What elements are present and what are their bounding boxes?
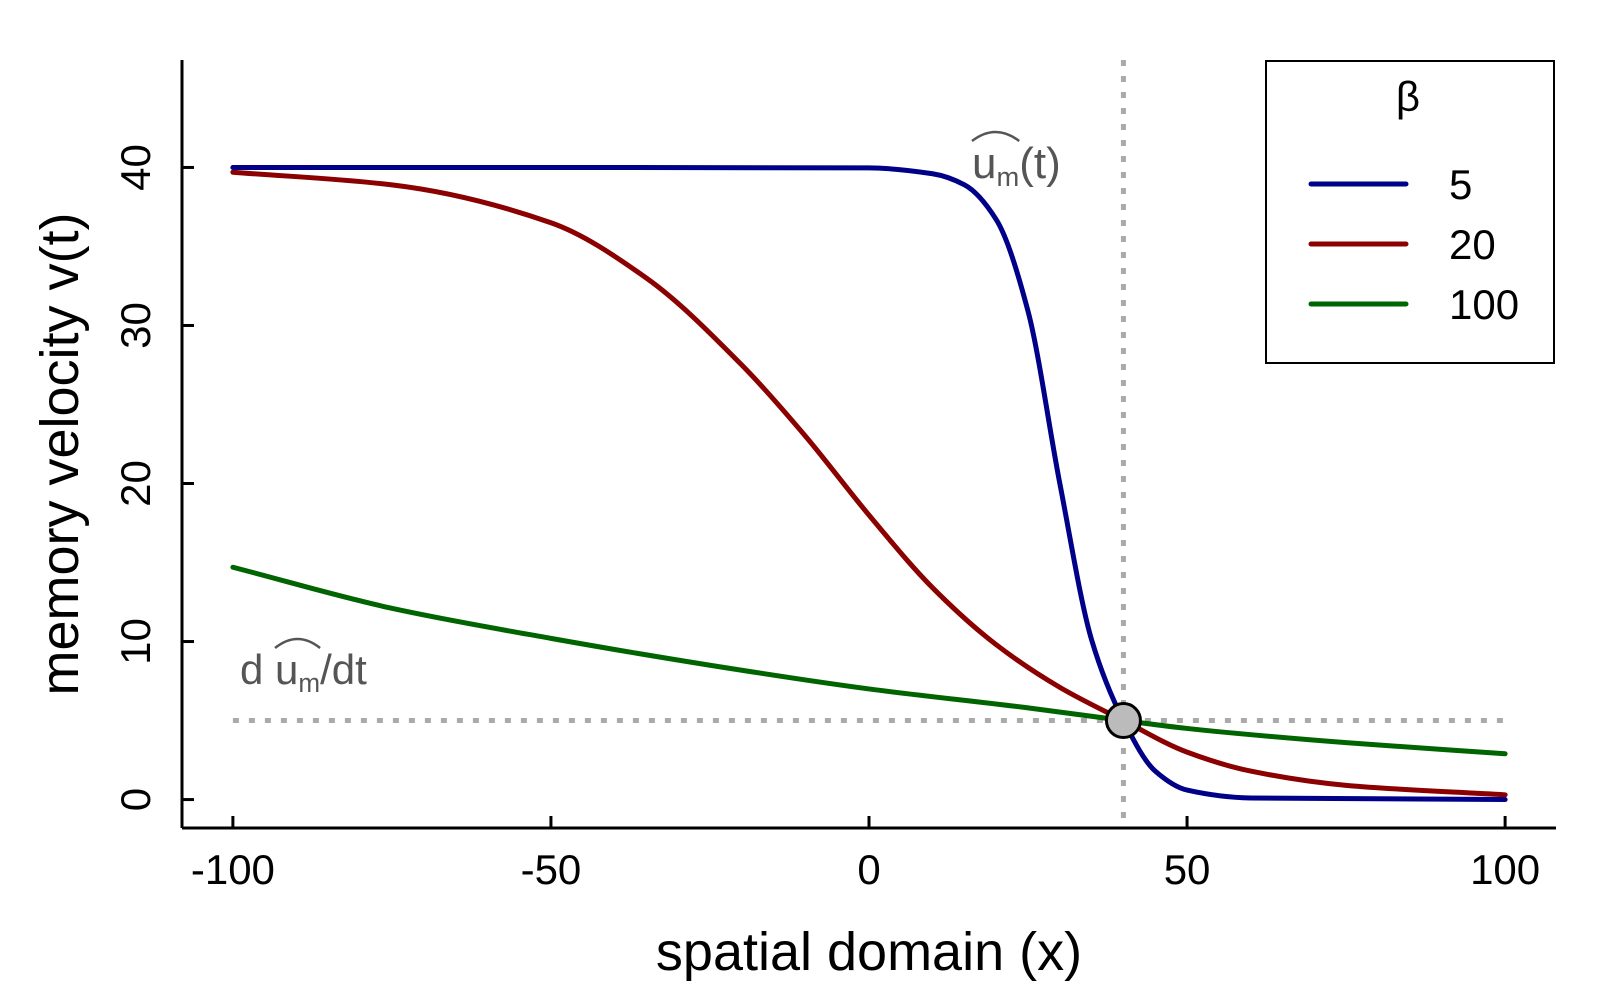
y-tick-label: 30 — [112, 302, 159, 349]
y-tick-label: 40 — [112, 144, 159, 191]
y-tick-labels: 0 10 20 30 40 — [112, 144, 159, 811]
legend-label-20: 20 — [1449, 221, 1496, 268]
x-tick-label: -100 — [191, 846, 275, 893]
legend-label-100: 100 — [1449, 281, 1519, 328]
x-tick-labels: -100 -50 0 50 100 — [191, 846, 1540, 893]
reference-lines — [232, 60, 1506, 828]
y-tick-label: 20 — [112, 460, 159, 507]
horizontal-line-annotation: d um/dt — [240, 646, 367, 698]
x-tick-label: 100 — [1470, 846, 1540, 893]
x-axis-title: spatial domain (x) — [656, 922, 1082, 982]
x-tick-label: -50 — [521, 846, 582, 893]
y-tick-label: 0 — [112, 788, 159, 811]
legend-label-5: 5 — [1449, 161, 1472, 208]
axes — [180, 60, 1556, 830]
intersection-marker — [1104, 702, 1142, 740]
legend-title: β — [1396, 73, 1420, 120]
y-tick-label: 10 — [112, 618, 159, 665]
legend-items: 5 20 100 — [1308, 161, 1519, 328]
intersection-marker-group — [1104, 702, 1142, 740]
series-line-20 — [230, 169, 1508, 798]
series-group — [230, 164, 1508, 803]
x-tick-label: 0 — [857, 846, 880, 893]
hat-accent — [971, 130, 1020, 143]
hat-accent — [274, 637, 321, 649]
legend-box — [1265, 60, 1555, 364]
y-axis-title: memory velocity v(t) — [30, 212, 90, 695]
x-tick-label: 50 — [1164, 846, 1211, 893]
subscript-m: m — [298, 668, 320, 698]
vertical-line-annotation: um(t) — [972, 139, 1061, 192]
legend: β 5 20 100 — [1265, 60, 1555, 364]
hat-u-symbol: u — [972, 139, 996, 188]
subscript-m: m — [996, 161, 1019, 192]
series-line-100 — [230, 564, 1508, 757]
hat-u-symbol: u — [275, 646, 298, 693]
series-line-5 — [230, 164, 1508, 803]
